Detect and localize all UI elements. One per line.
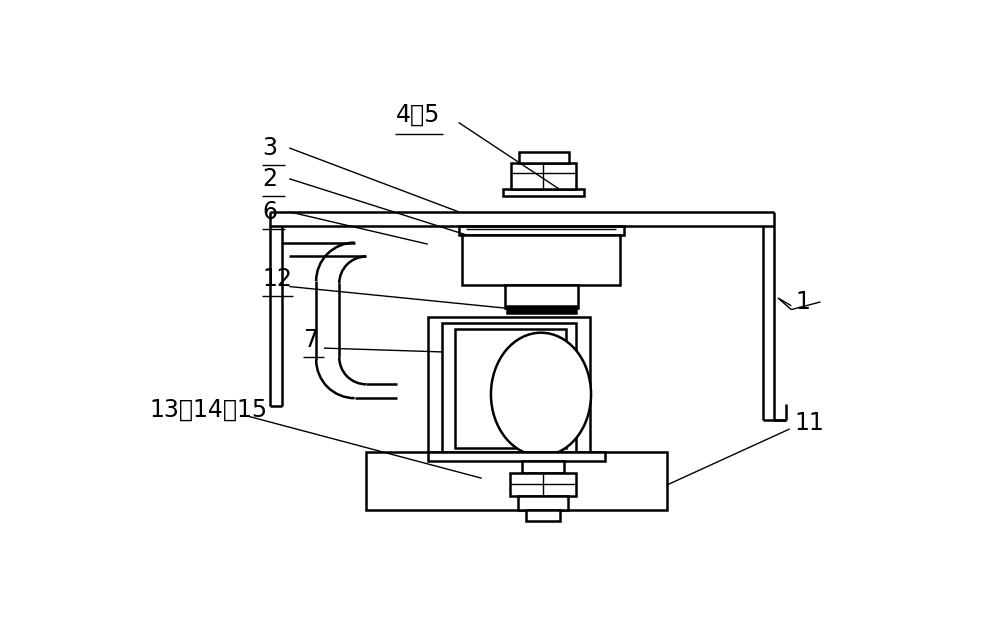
Ellipse shape bbox=[491, 333, 591, 456]
Bar bbox=[462, 235, 620, 285]
Text: 4、5: 4、5 bbox=[395, 103, 440, 127]
Bar bbox=[507, 306, 576, 313]
Bar bbox=[518, 496, 568, 510]
Bar bbox=[511, 163, 576, 189]
Bar bbox=[519, 152, 569, 163]
Text: 6: 6 bbox=[262, 200, 277, 224]
Text: 12: 12 bbox=[262, 267, 292, 291]
Text: 13、14、15: 13、14、15 bbox=[149, 397, 267, 422]
Text: 2: 2 bbox=[262, 167, 277, 191]
Bar bbox=[459, 226, 624, 235]
Bar bbox=[428, 317, 590, 460]
Bar bbox=[366, 452, 666, 510]
Bar bbox=[442, 323, 576, 454]
Text: 11: 11 bbox=[794, 411, 824, 435]
Text: 7: 7 bbox=[303, 328, 318, 353]
Bar bbox=[510, 473, 576, 496]
Bar bbox=[526, 510, 560, 521]
Bar bbox=[428, 452, 605, 461]
Bar bbox=[503, 189, 584, 196]
Text: 1: 1 bbox=[796, 290, 811, 314]
Bar bbox=[505, 285, 578, 308]
Bar bbox=[522, 461, 564, 473]
Text: 3: 3 bbox=[262, 136, 277, 160]
Bar bbox=[455, 329, 566, 448]
